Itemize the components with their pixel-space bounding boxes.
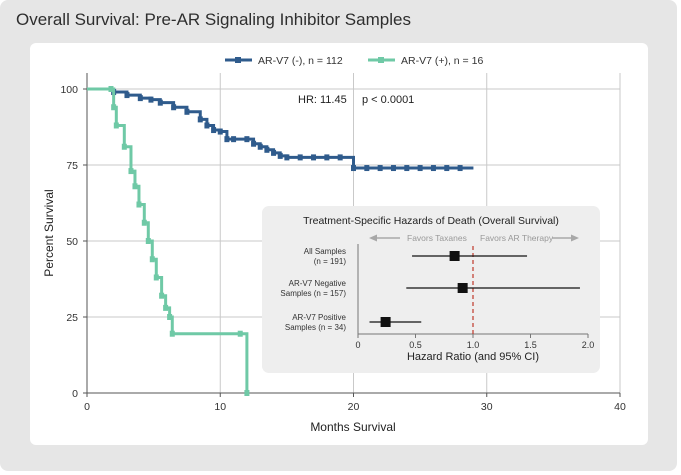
censor-marker-negative <box>148 96 154 103</box>
censor-marker-negative <box>211 127 217 134</box>
censor-marker-negative <box>364 165 370 172</box>
y-tick-label: 100 <box>60 84 78 96</box>
hr-annotation: HR: 11.45 <box>298 94 347 106</box>
forest-estimate-marker <box>449 251 460 261</box>
forest-tick-label: 2.0 <box>582 340 595 350</box>
favors-ar-arrow <box>552 234 579 242</box>
censor-marker-negative <box>257 143 263 150</box>
inset-background <box>262 206 600 373</box>
censor-marker-negative <box>231 136 237 143</box>
censor-marker-positive <box>169 330 175 337</box>
censor-marker-positive <box>163 304 169 311</box>
censor-marker-negative <box>157 99 163 106</box>
favors-ar-label: Favors AR Therapy <box>480 233 554 243</box>
legend: AR-V7 (-), n = 112 AR-V7 (+), n = 16 <box>225 55 483 67</box>
censor-marker-positive <box>108 86 114 92</box>
figure-title: Overall Survival: Pre-AR Signaling Inhib… <box>16 10 411 29</box>
legend-neg-label: AR-V7 (-), n = 112 <box>258 55 343 67</box>
inset-title: Treatment-Specific Hazards of Death (Ove… <box>303 215 559 227</box>
censor-marker-negative <box>457 165 463 172</box>
censor-marker-negative <box>171 104 177 111</box>
forest-x-label: Hazard Ratio (and 95% CI) <box>407 351 539 363</box>
y-tick-label: 50 <box>66 236 78 248</box>
censor-marker-negative <box>297 154 303 161</box>
forest-row-sublabel: (n = 191) <box>314 257 347 266</box>
censor-marker-negative <box>351 165 356 172</box>
favors-taxanes-arrow <box>369 234 400 242</box>
forest-tick-label: 1.0 <box>467 340 480 350</box>
censor-marker-positive <box>136 201 142 208</box>
censor-marker-negative <box>311 154 317 161</box>
legend-pos-label: AR-V7 (+), n = 16 <box>401 55 483 67</box>
censor-marker-negative <box>204 122 210 129</box>
y-tick-label: 75 <box>66 160 78 172</box>
censor-marker-negative <box>430 165 436 172</box>
censor-marker-negative <box>224 136 230 143</box>
x-tick-label: 30 <box>481 401 493 413</box>
censor-marker-negative <box>337 154 343 161</box>
x-tick-label: 10 <box>214 401 226 413</box>
censor-marker-negative <box>264 146 270 153</box>
y-tick-label: 25 <box>66 312 78 324</box>
censor-marker-positive <box>167 314 173 320</box>
censor-marker-positive <box>145 238 151 244</box>
forest-row-sublabel: Samples (n = 34) <box>285 323 346 332</box>
favors-taxanes-label: Favors Taxanes <box>407 233 467 243</box>
censor-marker-positive <box>149 256 155 263</box>
censor-marker-negative <box>217 128 223 135</box>
x-tick-label: 20 <box>348 401 360 413</box>
y-axis-label: Percent Survival <box>42 189 56 276</box>
forest-row-sublabel: Samples (n = 157) <box>280 289 346 298</box>
forest-estimate-marker <box>457 283 468 293</box>
forest-row-label: AR-V7 Positive <box>292 313 346 322</box>
censor-marker-negative <box>244 136 250 143</box>
x-tick-label: 40 <box>614 401 626 413</box>
p-annotation: p < 0.0001 <box>362 94 414 106</box>
censor-marker-negative <box>124 92 130 99</box>
forest-tick-label: 0 <box>355 340 360 350</box>
censor-marker-positive <box>113 122 119 129</box>
censor-marker-positive <box>159 292 165 299</box>
legend-pos-marker <box>378 57 384 63</box>
y-tick-label: 0 <box>72 388 78 400</box>
censor-marker-positive <box>132 183 138 190</box>
censor-marker-positive <box>121 143 127 150</box>
censor-marker-positive <box>128 168 134 175</box>
censor-marker-negative <box>284 154 290 161</box>
forest-tick-label: 0.5 <box>409 340 422 350</box>
censor-marker-negative <box>324 154 330 161</box>
censor-marker-positive <box>111 104 117 111</box>
censor-marker-negative <box>417 165 423 172</box>
censor-marker-positive <box>141 219 147 226</box>
censor-marker-negative <box>271 149 277 156</box>
censor-marker-negative <box>444 165 450 172</box>
censor-marker-negative <box>251 140 257 147</box>
forest-plot-inset: Treatment-Specific Hazards of Death (Ove… <box>262 206 600 373</box>
forest-row-label: All Samples <box>304 247 346 256</box>
forest-row-label: AR-V7 Negative <box>289 279 347 288</box>
censor-marker-negative <box>390 165 396 172</box>
x-tick-label: 0 <box>84 401 90 413</box>
x-axis-label: Months Survival <box>310 420 395 434</box>
censor-marker-positive <box>153 274 159 281</box>
censor-marker-negative <box>404 165 410 172</box>
censor-marker-positive <box>244 390 250 396</box>
legend-neg-marker <box>235 57 241 63</box>
forest-tick-label: 1.5 <box>524 340 537 350</box>
censor-marker-negative <box>377 165 383 172</box>
censor-marker-negative <box>277 152 283 159</box>
censor-marker-negative <box>184 108 190 115</box>
censor-marker-negative <box>137 95 143 102</box>
forest-estimate-marker <box>380 317 391 327</box>
censor-marker-negative <box>197 116 203 123</box>
censor-marker-positive <box>237 330 243 337</box>
